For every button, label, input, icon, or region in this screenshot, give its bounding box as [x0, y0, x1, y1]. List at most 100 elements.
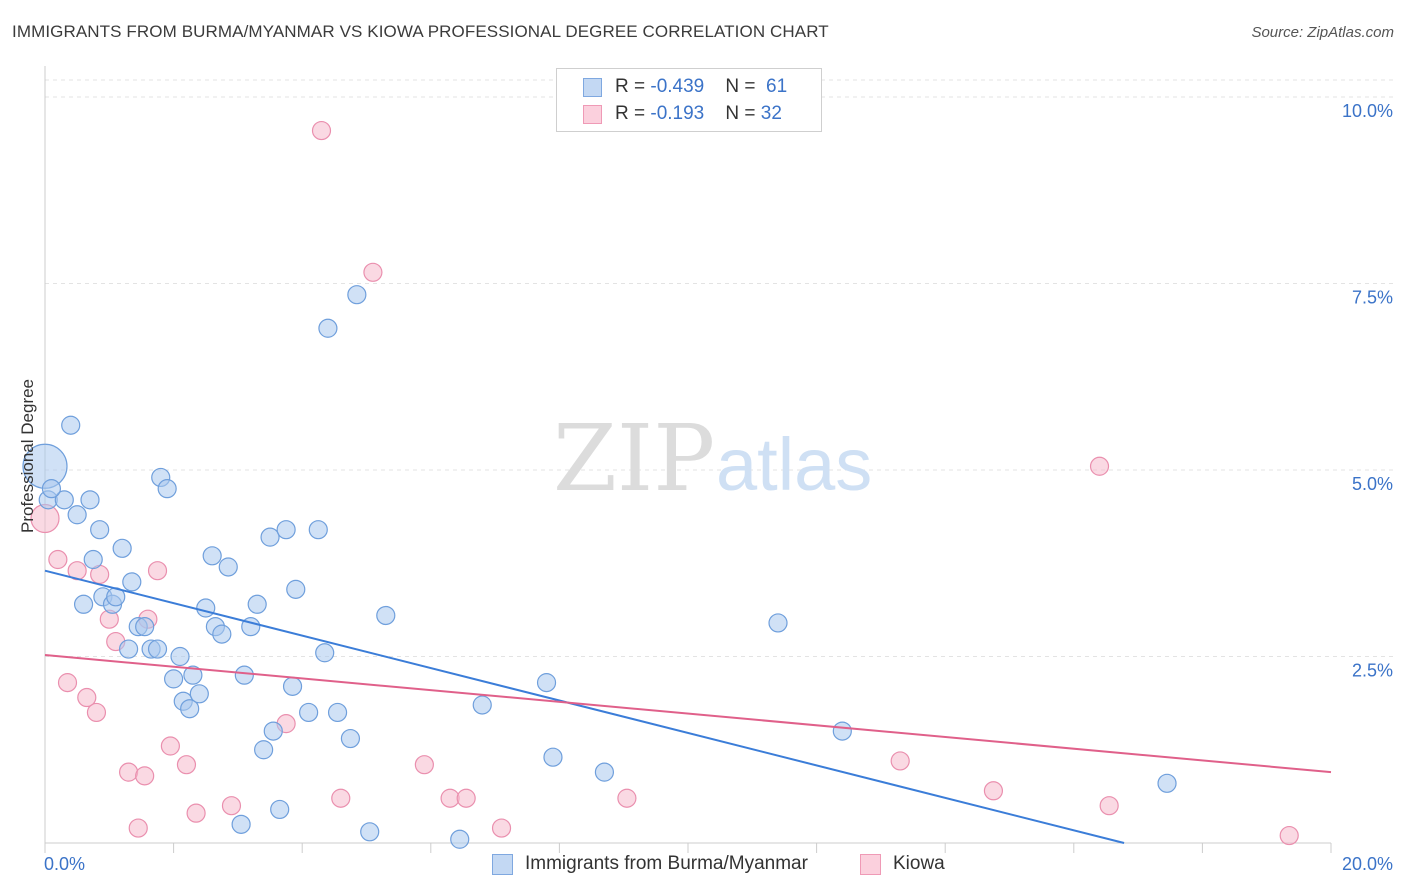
burma-point: [202, 546, 222, 566]
kiowa-point: [135, 766, 155, 786]
legend-n-label: N =: [725, 76, 761, 97]
burma-point: [299, 702, 319, 723]
kiowa-point: [491, 818, 512, 838]
chart-title: IMMIGRANTS FROM BURMA/MYANMAR VS KIOWA P…: [12, 22, 829, 41]
kiowa-point: [983, 781, 1004, 801]
burma-point: [536, 673, 557, 693]
kiowa-point: [414, 755, 434, 775]
burma-point: [376, 605, 396, 626]
burma-point: [90, 520, 110, 540]
kiowa-point: [57, 673, 78, 693]
burma-point: [276, 520, 296, 540]
burma-point: [543, 747, 563, 767]
y-tick-label: 7.5%: [1352, 288, 1393, 308]
kiowa-point: [617, 788, 637, 808]
kiowa-trend-line: [44, 654, 1332, 774]
burma-point: [234, 665, 254, 685]
kiowa-point: [1279, 825, 1299, 846]
burma-point: [450, 829, 470, 849]
burma-point: [218, 557, 238, 577]
kiowa-point: [48, 549, 68, 570]
legend-r-value: -0.193: [650, 103, 705, 124]
y-axis-label: Professional Degree: [18, 378, 37, 534]
burma-point: [73, 594, 94, 614]
burma-point: [286, 579, 306, 599]
burma-point: [147, 639, 168, 659]
burma-point: [340, 728, 361, 749]
burma-point: [1157, 773, 1177, 793]
burma-point: [315, 643, 335, 663]
burma-point: [67, 505, 87, 525]
burma-point: [594, 762, 615, 782]
burma-point: [54, 490, 74, 510]
burma-point: [122, 572, 142, 592]
legend-swatch-pink: [583, 105, 602, 124]
burma-point: [318, 318, 338, 338]
legend-r-value: -0.439: [650, 76, 705, 97]
burma-point: [183, 665, 203, 685]
series-label-kiowa: Kiowa: [893, 853, 945, 874]
burma-point: [112, 538, 132, 558]
kiowa-point: [77, 687, 97, 708]
burma-point: [260, 527, 280, 547]
burma-point: [282, 676, 303, 696]
burma-point: [212, 624, 232, 644]
kiowa-point: [147, 561, 168, 581]
kiowa-point: [176, 755, 197, 775]
kiowa-point: [186, 803, 206, 823]
burma-point: [157, 479, 177, 499]
burma-point: [270, 799, 290, 820]
y-tick-label: 2.5%: [1352, 661, 1393, 681]
kiowa-point: [440, 788, 460, 808]
burma-point: [254, 740, 274, 760]
burma-point: [347, 285, 367, 305]
burma-point: [247, 594, 267, 614]
burma-point: [360, 822, 380, 842]
legend-n-value: 32: [760, 103, 782, 124]
burma-point: [118, 639, 139, 659]
y-tick-label: 5.0%: [1352, 474, 1393, 494]
kiowa-point: [118, 762, 139, 782]
kiowa-point: [128, 818, 148, 838]
burma-points: [22, 285, 1177, 849]
series-swatch-blue: [492, 854, 513, 875]
legend-n-label: N =: [725, 103, 761, 124]
burma-point: [170, 646, 190, 667]
burma-point: [472, 695, 492, 715]
kiowa-point: [363, 262, 383, 282]
legend-r-label: R =: [615, 103, 651, 124]
burma-point: [832, 721, 852, 741]
burma-trend-line: [44, 569, 1125, 844]
grid: [45, 79, 1393, 657]
watermark-atlas: atlas: [716, 423, 872, 506]
burma-point: [189, 684, 209, 704]
legend-n-value: 61: [766, 76, 788, 97]
kiowa-point: [890, 751, 910, 771]
series-label-burma: Immigrants from Burma/Myanmar: [525, 853, 808, 874]
burma-point: [231, 814, 251, 834]
legend-swatch-blue: [583, 78, 602, 97]
kiowa-point: [160, 736, 180, 756]
correlation-legend: R = -0.439 N = 61 R = -0.193 N = 32: [556, 68, 822, 132]
burma-point: [61, 415, 81, 435]
burma-point: [768, 613, 788, 633]
watermark: ZIP atlas: [553, 405, 872, 512]
kiowa-point: [1099, 796, 1119, 816]
kiowa-point: [86, 702, 107, 723]
burma-point: [164, 669, 184, 689]
burma-point: [83, 549, 103, 570]
kiowa-point: [311, 120, 332, 141]
burma-point: [327, 702, 348, 723]
series-swatch-pink: [860, 854, 881, 875]
watermark-zip: ZIP: [553, 405, 715, 512]
tick-labels: 2.5% 5.0% 7.5% 10.0% 0.0% 20.0%: [44, 101, 1393, 874]
burma-point: [80, 490, 100, 510]
burma-point: [135, 617, 155, 637]
x-tick-label: 20.0%: [1342, 854, 1393, 874]
kiowa-point: [1089, 456, 1110, 476]
y-tick-label: 10.0%: [1342, 101, 1393, 121]
kiowa-point: [331, 788, 351, 808]
legend-r-label: R =: [615, 76, 651, 97]
kiowa-point: [456, 788, 476, 808]
